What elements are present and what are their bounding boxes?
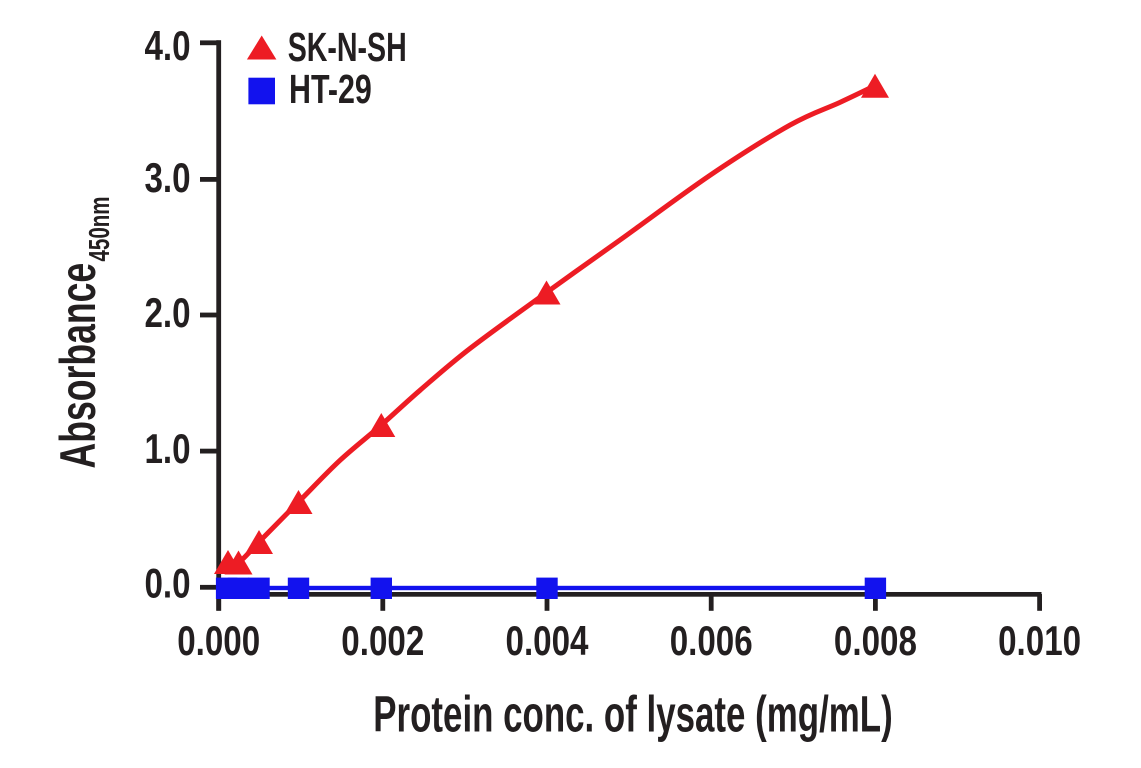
svg-text:0.004: 0.004 — [506, 618, 589, 665]
svg-text:2.0: 2.0 — [144, 290, 190, 337]
svg-text:SK-N-SH: SK-N-SH — [288, 25, 407, 70]
svg-text:0.0: 0.0 — [144, 561, 190, 608]
svg-text:4.0: 4.0 — [144, 23, 190, 70]
svg-text:3.0: 3.0 — [144, 155, 190, 202]
svg-text:Absorbance: Absorbance — [51, 263, 106, 469]
svg-text:0.006: 0.006 — [670, 618, 753, 665]
svg-text:0.002: 0.002 — [341, 618, 424, 665]
svg-text:1.0: 1.0 — [144, 426, 190, 473]
svg-text:0.010: 0.010 — [998, 618, 1081, 665]
svg-text:450nm: 450nm — [84, 196, 116, 261]
svg-text:0.000: 0.000 — [177, 618, 260, 665]
svg-text:0.008: 0.008 — [834, 618, 917, 665]
svg-text:Protein conc. of lysate (mg/mL: Protein conc. of lysate (mg/mL) — [373, 686, 892, 743]
svg-text:HT-29: HT-29 — [289, 65, 372, 112]
